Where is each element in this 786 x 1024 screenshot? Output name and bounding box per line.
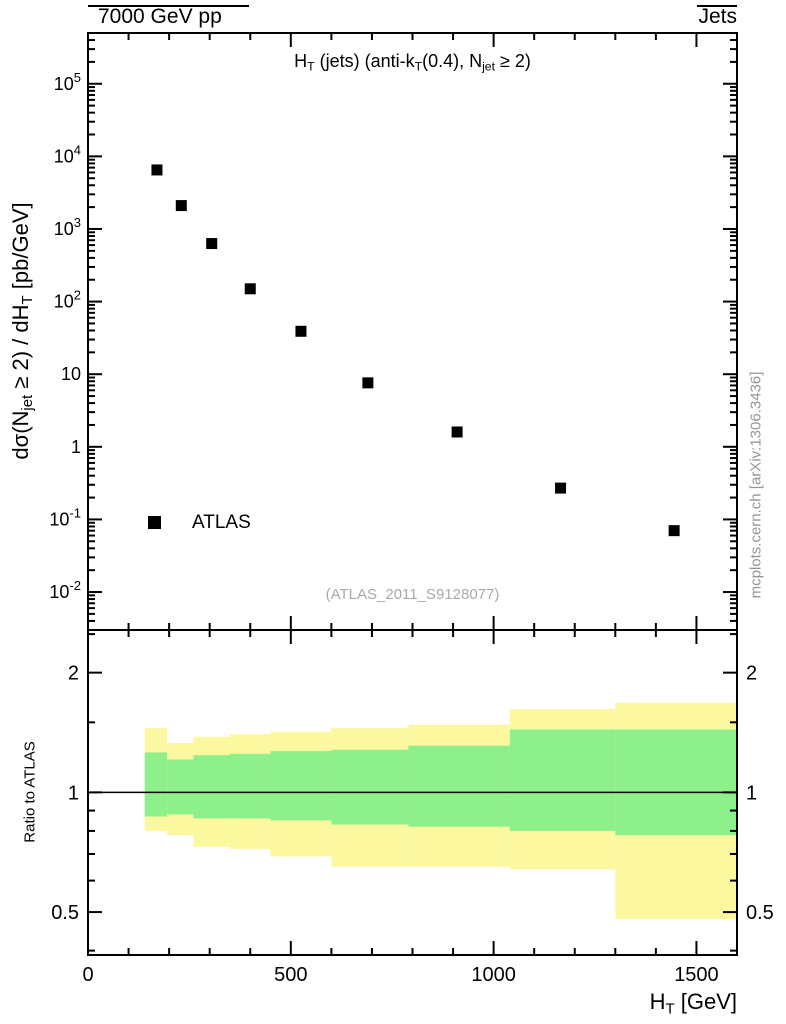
uncertainty-band-inner	[408, 745, 510, 827]
panel-title: HT (jets) (anti-kT(0.4), Njet ≥ 2)	[294, 51, 531, 74]
watermark: (ATLAS_2011_S9128077)	[325, 586, 500, 603]
data-point	[151, 164, 163, 176]
uncertainty-band-inner	[270, 751, 332, 821]
svg-text:2: 2	[68, 663, 79, 685]
side-note: mcplots.cern.ch [arXiv:1306.3436]	[747, 371, 765, 599]
header-beam-energy: 7000 GeV pp	[98, 5, 222, 28]
y-axis-title: dσ(Njet ≥ 2) / dHT [pb/GeV]	[7, 202, 37, 460]
data-point	[244, 283, 256, 295]
svg-text:2: 2	[746, 663, 757, 685]
uncertainty-band-inner	[331, 749, 409, 825]
svg-text:105: 105	[54, 70, 81, 94]
data-point	[668, 525, 680, 537]
svg-text:10-2: 10-2	[49, 578, 81, 602]
svg-text:1: 1	[746, 782, 757, 804]
uncertainty-band-inner	[509, 729, 616, 831]
svg-text:0: 0	[82, 964, 93, 986]
legend-label-atlas: ATLAS	[192, 512, 251, 533]
svg-text:1: 1	[71, 437, 81, 457]
data-point	[451, 426, 463, 438]
svg-text:1000: 1000	[471, 964, 516, 986]
ratio-tick-labels: 0.5 0.5 1 1 2 2	[51, 663, 774, 924]
x-tick-labels: 0 500 1000 1500	[82, 964, 718, 986]
axis-ticks	[87, 32, 738, 955]
legend-marker-atlas-icon	[148, 516, 161, 529]
y-tick-labels: 10-2 10-1 1 10 102 103 104 105	[49, 70, 81, 602]
svg-text:500: 500	[274, 964, 307, 986]
ratio-axis-title: Ratio to ATLAS	[21, 741, 39, 843]
uncertainty-band-inner	[167, 759, 194, 815]
svg-text:10: 10	[61, 364, 81, 384]
svg-text:1: 1	[68, 782, 79, 804]
data-point	[206, 238, 218, 250]
svg-text:102: 102	[54, 288, 81, 312]
data-point	[362, 377, 374, 389]
uncertainty-band-inner	[193, 755, 230, 819]
svg-text:103: 103	[54, 215, 81, 239]
data-point	[295, 325, 307, 337]
x-axis-title: HT [GeV]	[649, 989, 737, 1018]
svg-text:0.5: 0.5	[746, 902, 774, 924]
svg-text:1500: 1500	[674, 964, 719, 986]
svg-text:104: 104	[54, 142, 81, 166]
svg-text:10-1: 10-1	[49, 505, 81, 529]
data-point	[175, 200, 187, 212]
uncertainty-band-inner	[229, 753, 271, 819]
header-analysis-group: Jets	[698, 5, 737, 28]
uncertainty-band-inner	[615, 729, 737, 836]
svg-text:0.5: 0.5	[51, 902, 79, 924]
ratio-bands	[144, 702, 737, 920]
data-point	[555, 482, 567, 494]
uncertainty-band-inner	[144, 752, 168, 817]
data-series-atlas	[151, 164, 680, 537]
main-frame	[87, 32, 738, 631]
